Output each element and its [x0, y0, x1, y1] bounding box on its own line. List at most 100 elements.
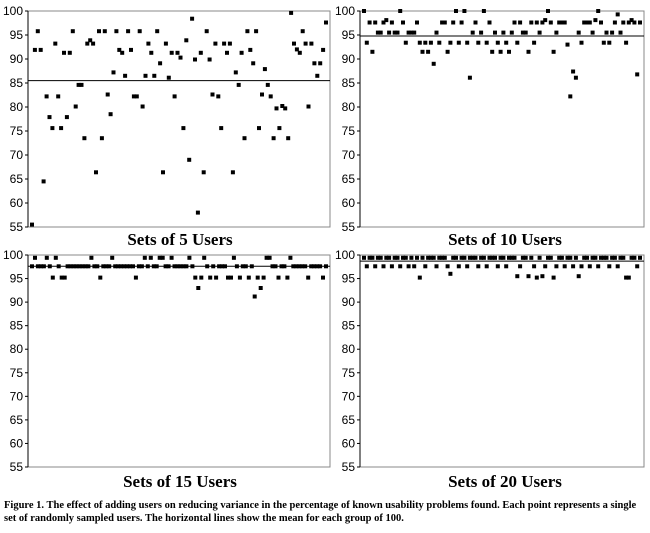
y-tick-label: 95: [342, 272, 356, 286]
data-point: [507, 255, 511, 260]
data-point: [465, 264, 470, 269]
data-point: [568, 94, 573, 99]
data-point: [227, 41, 232, 46]
data-point: [629, 18, 634, 23]
data-point: [158, 61, 163, 66]
data-point: [140, 104, 145, 109]
data-point: [523, 30, 528, 35]
data-point: [440, 255, 445, 260]
data-point: [208, 275, 213, 280]
data-point: [152, 73, 157, 78]
data-point: [493, 30, 497, 35]
data-point: [375, 30, 380, 35]
data-point: [437, 255, 442, 260]
y-tick-label: 80: [342, 100, 356, 114]
data-point: [62, 50, 66, 55]
data-point: [226, 275, 230, 280]
data-point: [493, 255, 497, 260]
data-point: [193, 57, 197, 62]
data-point: [543, 18, 548, 23]
data-point: [624, 40, 629, 45]
data-point: [526, 274, 531, 279]
data-point: [571, 69, 576, 74]
data-point: [261, 275, 266, 280]
data-point: [409, 255, 414, 260]
data-point: [440, 20, 445, 25]
data-point: [428, 255, 433, 260]
data-point: [395, 255, 400, 260]
y-tick-label: 90: [342, 52, 356, 66]
data-point: [518, 264, 523, 269]
y-tick-label: 55: [10, 220, 24, 234]
data-point: [120, 50, 125, 55]
data-point: [101, 264, 106, 269]
figure-caption: Figure 1. The effect of adding users on …: [4, 500, 637, 524]
data-point: [373, 264, 378, 269]
data-point: [479, 255, 484, 260]
data-point: [456, 264, 461, 269]
data-point: [70, 29, 75, 34]
data-point: [481, 255, 486, 260]
plot-frame: [359, 254, 645, 468]
data-point: [282, 264, 287, 269]
data-point: [571, 264, 576, 269]
data-point: [318, 264, 323, 269]
data-point: [554, 264, 559, 269]
data-point: [309, 264, 314, 269]
data-point: [367, 20, 372, 25]
y-tick-label: 60: [10, 196, 24, 210]
data-point: [378, 255, 383, 260]
panel-title: Sets of 15 Users: [123, 472, 237, 491]
data-point: [434, 264, 439, 269]
data-point: [403, 255, 408, 260]
data-point: [610, 30, 615, 35]
data-point: [169, 50, 174, 55]
data-point: [148, 255, 153, 260]
data-point: [546, 255, 550, 260]
data-point: [77, 264, 82, 269]
data-point: [111, 70, 116, 75]
data-point: [187, 157, 192, 162]
data-point: [554, 30, 559, 35]
data-point: [470, 30, 475, 35]
data-point: [590, 30, 595, 35]
data-point: [504, 40, 509, 45]
y-tick-label: 55: [342, 460, 356, 474]
data-point: [532, 40, 537, 45]
data-point: [193, 275, 198, 280]
data-point: [520, 30, 525, 35]
data-point: [229, 275, 233, 280]
y-tick-label: 100: [335, 248, 355, 262]
data-point: [473, 255, 478, 260]
data-point: [395, 30, 400, 35]
data-point: [378, 30, 383, 35]
y-tick-label: 65: [342, 172, 356, 186]
y-tick-label: 65: [10, 172, 24, 186]
data-point: [92, 264, 97, 269]
data-point: [297, 264, 302, 269]
data-point: [110, 255, 115, 260]
data-point: [635, 72, 640, 77]
data-point: [392, 255, 397, 260]
data-point: [607, 264, 612, 269]
data-point: [98, 275, 103, 280]
data-point: [431, 255, 436, 260]
data-point: [157, 255, 162, 260]
data-point: [59, 275, 64, 280]
y-tick-label: 80: [10, 342, 24, 356]
data-point: [582, 20, 587, 25]
y-tick-label: 75: [10, 124, 24, 138]
data-point: [548, 20, 553, 25]
data-point: [166, 264, 171, 269]
data-point: [289, 10, 294, 15]
data-point: [312, 61, 317, 66]
data-point: [579, 264, 584, 269]
data-point: [245, 29, 250, 34]
data-point: [448, 271, 453, 276]
data-point: [409, 30, 414, 35]
data-point: [318, 61, 323, 66]
data-point: [540, 20, 545, 25]
data-point: [306, 104, 311, 109]
data-point: [163, 264, 168, 269]
data-point: [312, 264, 317, 269]
